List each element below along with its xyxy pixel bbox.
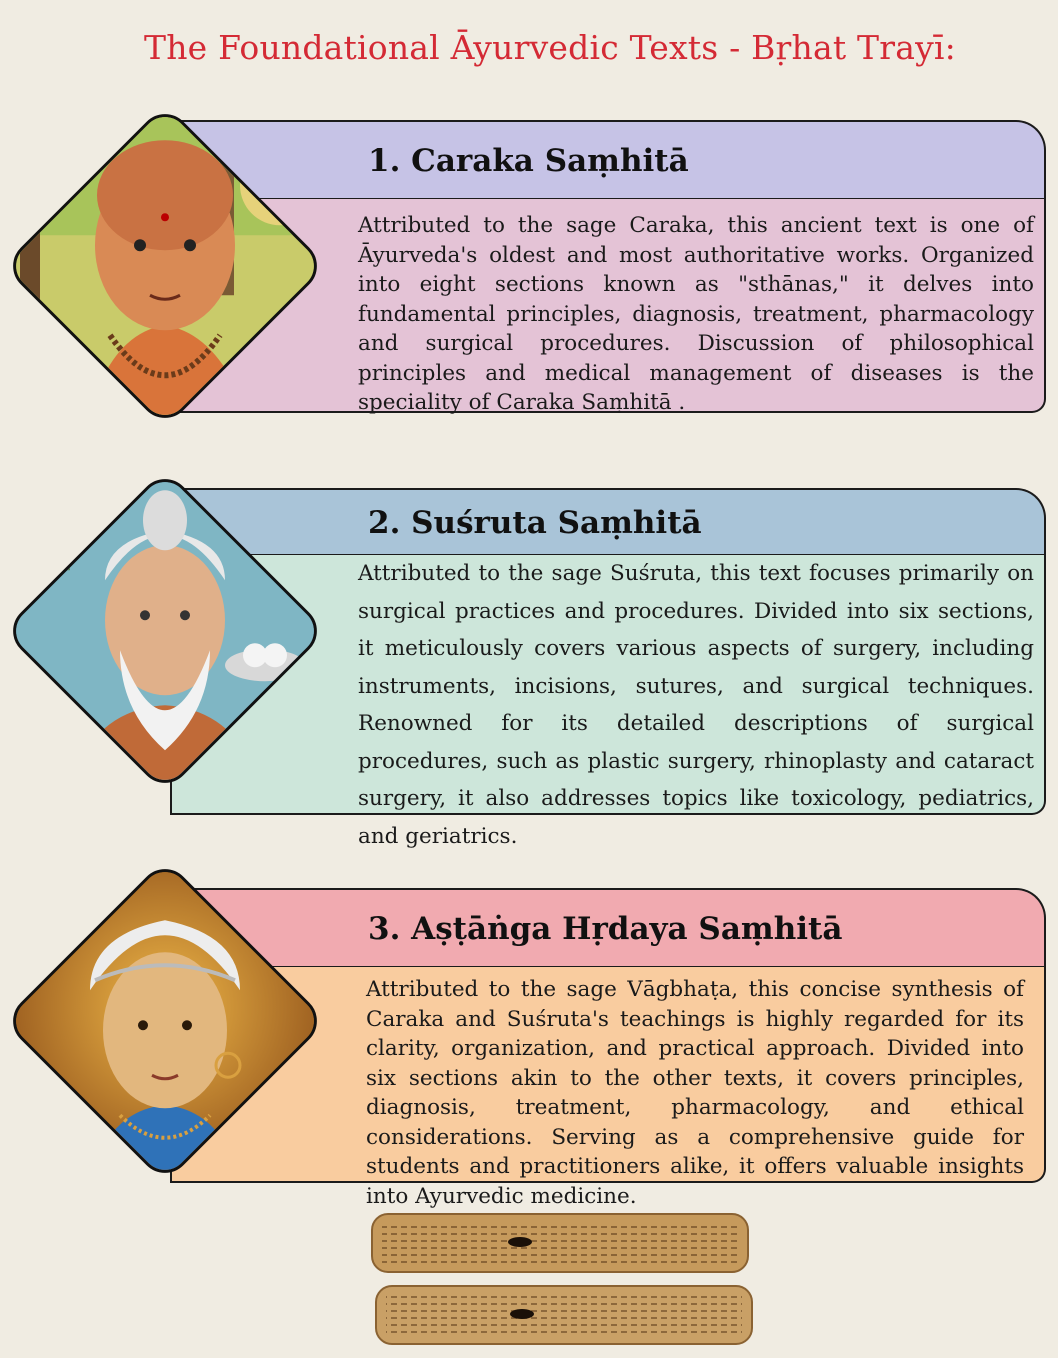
page-title: The Foundational Āyurvedic Texts - Bṛhat…: [144, 28, 956, 67]
card-ashtanga: 3. Aṣṭāṅga Hṛdaya Saṃhitā Attributed to …: [0, 858, 1058, 1209]
sage-caraka-portrait: [2, 103, 329, 430]
card-body: Attributed to the sage Caraka, this anci…: [170, 198, 1046, 415]
card-description: Attributed to the sage Vāgbhaṭa, this co…: [366, 977, 1024, 1209]
card-header: 2. Suśruta Saṃhitā: [170, 488, 1046, 556]
card-header: 1. Caraka Saṃhitā: [170, 120, 1046, 200]
sage-susruta-portrait: [2, 468, 329, 795]
card-title: 1. Caraka Saṃhitā: [368, 143, 689, 179]
card-caraka: 1. Caraka Saṃhitā Attributed to the sage…: [0, 103, 1058, 435]
card-body: Attributed to the sage Vāgbhaṭa, this co…: [170, 966, 1046, 1209]
card-description: Attributed to the sage Caraka, this anci…: [358, 213, 1034, 415]
card-body: Attributed to the sage Suśruta, this tex…: [170, 554, 1046, 849]
sage-vagbhata-portrait: [2, 858, 329, 1185]
card-title: 2. Suśruta Saṃhitā: [368, 505, 702, 541]
card-header: 3. Aṣṭāṅga Hṛdaya Saṃhitā: [170, 888, 1046, 968]
card-title: 3. Aṣṭāṅga Hṛdaya Saṃhitā: [368, 911, 843, 947]
card-susruta: 2. Suśruta Saṃhitā Attributed to the sag…: [0, 468, 1058, 849]
palm-leaf-manuscript-icon: [370, 1210, 760, 1350]
card-description: Attributed to the sage Suśruta, this tex…: [358, 561, 1034, 849]
